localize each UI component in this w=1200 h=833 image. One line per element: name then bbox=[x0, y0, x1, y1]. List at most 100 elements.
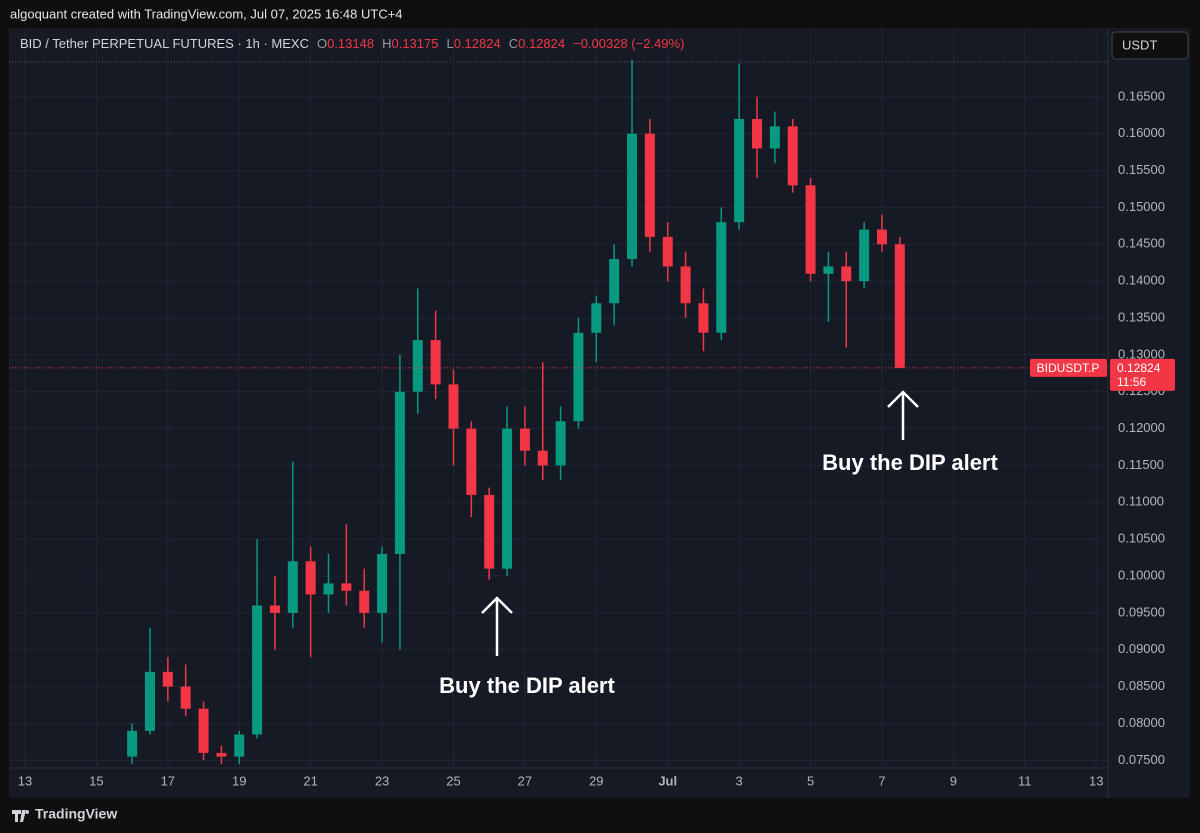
y-tick-label: 0.15000 bbox=[1118, 199, 1165, 214]
candle-body bbox=[448, 384, 459, 429]
y-tick-label: 0.09000 bbox=[1118, 641, 1165, 656]
legend-open: 0.13148 bbox=[327, 36, 375, 51]
candle-body bbox=[412, 340, 423, 392]
candle-body bbox=[805, 185, 816, 274]
y-tick-label: 0.08500 bbox=[1118, 678, 1165, 693]
candle-body bbox=[662, 236, 673, 267]
caption: algoquant created with TradingView.com, … bbox=[10, 6, 403, 21]
currency-button[interactable] bbox=[1111, 31, 1189, 60]
x-tick-label: Jul bbox=[658, 773, 677, 788]
x-tick-label: 15 bbox=[89, 773, 103, 788]
price-tag-symbol: BIDUSDT.P bbox=[1037, 361, 1100, 375]
x-tick-label: 29 bbox=[589, 773, 603, 788]
legend-high-label: H bbox=[382, 36, 392, 51]
candle-body bbox=[287, 561, 298, 613]
y-tick-label: 0.08000 bbox=[1118, 715, 1165, 730]
price-tag-countdown: 11:56 bbox=[1117, 375, 1146, 389]
candle-body bbox=[591, 303, 602, 333]
x-tick-label: 25 bbox=[446, 773, 460, 788]
candle-body bbox=[537, 450, 548, 466]
candle-body bbox=[144, 671, 155, 731]
x-tick-label: 23 bbox=[375, 773, 389, 788]
footer-brand: TradingView bbox=[35, 806, 117, 822]
candle-body bbox=[573, 332, 584, 422]
candle-body bbox=[734, 118, 745, 223]
price-tag-symbol-box bbox=[1030, 358, 1107, 377]
legend-change: −0.00328 (−2.49%) bbox=[573, 36, 685, 51]
legend-low-label: L bbox=[446, 36, 454, 51]
y-tick-label: 0.12000 bbox=[1118, 420, 1165, 435]
candle-body bbox=[644, 133, 655, 237]
candle-body bbox=[430, 340, 441, 385]
legend: BID / Tether PERPETUAL FUTURES · 1h · ME… bbox=[20, 36, 684, 51]
candle-body bbox=[162, 671, 173, 687]
candle-body bbox=[841, 266, 852, 282]
candle-body bbox=[894, 244, 905, 368]
legend-symbol: BID / Tether PERPETUAL FUTURES · 1h · ME… bbox=[20, 36, 309, 51]
legend-close: 0.12824 bbox=[518, 36, 566, 51]
candle-body bbox=[305, 561, 316, 595]
candle-body bbox=[698, 303, 709, 333]
candle-body bbox=[377, 553, 388, 613]
currency-label: USDT bbox=[1122, 37, 1157, 52]
candle-body bbox=[323, 583, 334, 595]
annotation-text: Buy the DIP alert bbox=[822, 450, 998, 475]
y-tick-label: 0.10500 bbox=[1118, 531, 1165, 546]
x-tick-label: 17 bbox=[161, 773, 175, 788]
candle-body bbox=[555, 421, 566, 466]
candle-body bbox=[716, 222, 727, 333]
candle-body bbox=[198, 708, 209, 753]
candle-body bbox=[769, 126, 780, 149]
candle-body bbox=[341, 583, 352, 591]
y-tick-label: 0.11500 bbox=[1118, 457, 1164, 472]
candle-body bbox=[216, 752, 227, 757]
y-tick-label: 0.09500 bbox=[1118, 604, 1165, 619]
candle-body bbox=[609, 259, 620, 304]
price-tag-value: 0.12824 bbox=[1117, 361, 1161, 375]
x-tick-label: 13 bbox=[18, 773, 32, 788]
y-tick-label: 0.07500 bbox=[1118, 752, 1165, 767]
y-tick-label: 0.11000 bbox=[1118, 494, 1164, 509]
x-tick-label: 27 bbox=[518, 773, 532, 788]
y-tick-label: 0.10000 bbox=[1118, 567, 1165, 582]
candle-body bbox=[252, 605, 263, 735]
legend-low: 0.12824 bbox=[453, 36, 501, 51]
candle-body bbox=[269, 605, 280, 613]
candle-body bbox=[680, 266, 691, 304]
candle-body bbox=[627, 133, 638, 260]
legend-high: 0.13175 bbox=[391, 36, 439, 51]
annotation-arrow bbox=[481, 596, 513, 656]
x-tick-label: 11 bbox=[1018, 773, 1032, 788]
price-tag-box bbox=[1110, 358, 1175, 391]
x-tick-label: 7 bbox=[878, 773, 885, 788]
candle-body bbox=[359, 590, 370, 613]
x-tick-label: 5 bbox=[807, 773, 814, 788]
y-tick-label: 0.13500 bbox=[1118, 309, 1165, 324]
x-tick-label: 9 bbox=[950, 773, 957, 788]
chart-panel bbox=[9, 28, 1190, 798]
candle-body bbox=[484, 494, 495, 569]
candle-body bbox=[751, 118, 762, 149]
x-tick-label: 19 bbox=[232, 773, 246, 788]
candle-body bbox=[876, 229, 887, 245]
legend-close-label: C bbox=[508, 36, 519, 51]
x-tick-label: 3 bbox=[736, 773, 743, 788]
y-tick-label: 0.14500 bbox=[1118, 236, 1165, 251]
candle-body bbox=[234, 734, 245, 757]
candle-body bbox=[127, 730, 138, 757]
y-tick-label: 0.16500 bbox=[1118, 88, 1165, 103]
candle-body bbox=[180, 686, 191, 709]
candle-body bbox=[859, 229, 870, 282]
candle-body bbox=[787, 126, 798, 186]
y-tick-label: 0.14000 bbox=[1118, 273, 1165, 288]
y-tick-label: 0.13000 bbox=[1118, 346, 1165, 361]
candle-body bbox=[502, 428, 513, 569]
candle-body bbox=[394, 391, 405, 554]
candle-body bbox=[823, 266, 834, 274]
candle-body bbox=[466, 428, 477, 495]
legend-open-label: O bbox=[316, 36, 328, 51]
y-tick-label: 0.16000 bbox=[1118, 125, 1165, 140]
annotation-text: Buy the DIP alert bbox=[439, 673, 615, 698]
